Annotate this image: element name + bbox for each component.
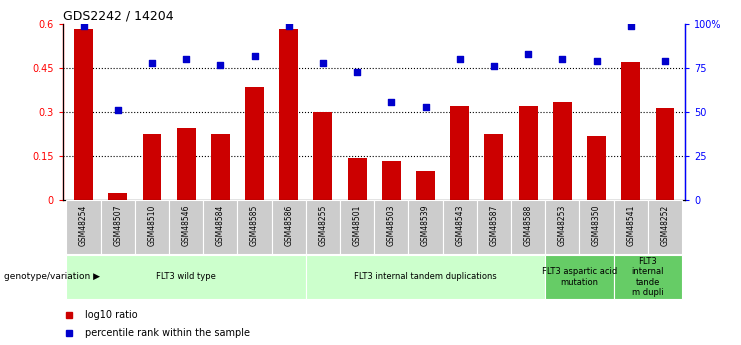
Point bbox=[146, 60, 158, 66]
Bar bbox=[101, 200, 135, 254]
Bar bbox=[485, 134, 503, 200]
Text: GSM48252: GSM48252 bbox=[660, 204, 669, 246]
Bar bbox=[108, 193, 127, 200]
Text: percentile rank within the sample: percentile rank within the sample bbox=[84, 328, 250, 338]
Bar bbox=[656, 108, 674, 200]
Text: FLT3
internal
tande
m dupli: FLT3 internal tande m dupli bbox=[631, 257, 664, 297]
Bar bbox=[545, 200, 579, 254]
Bar bbox=[621, 62, 640, 200]
Text: GSM48539: GSM48539 bbox=[421, 204, 430, 246]
Text: GSM48503: GSM48503 bbox=[387, 204, 396, 246]
Bar bbox=[614, 255, 682, 299]
Bar bbox=[614, 200, 648, 254]
Bar bbox=[169, 200, 203, 254]
Bar bbox=[306, 255, 545, 299]
Text: GSM48507: GSM48507 bbox=[113, 204, 122, 246]
Bar bbox=[442, 200, 476, 254]
Bar bbox=[519, 106, 537, 200]
Text: GDS2242 / 14204: GDS2242 / 14204 bbox=[63, 10, 173, 23]
Bar bbox=[211, 134, 230, 200]
Text: FLT3 internal tandem duplications: FLT3 internal tandem duplications bbox=[354, 272, 497, 282]
Point bbox=[214, 62, 226, 67]
Point bbox=[78, 23, 90, 29]
Text: GSM48255: GSM48255 bbox=[319, 204, 328, 246]
Text: GSM48586: GSM48586 bbox=[285, 204, 293, 246]
Bar bbox=[416, 171, 435, 200]
Text: GSM48587: GSM48587 bbox=[489, 204, 499, 246]
Text: GSM48546: GSM48546 bbox=[182, 204, 190, 246]
Point bbox=[659, 58, 671, 64]
Text: GSM48350: GSM48350 bbox=[592, 204, 601, 246]
Text: GSM48585: GSM48585 bbox=[250, 204, 259, 246]
Point bbox=[248, 53, 260, 59]
Text: GSM48254: GSM48254 bbox=[79, 204, 88, 246]
Bar bbox=[382, 160, 401, 200]
Bar bbox=[374, 200, 408, 254]
Text: GSM48588: GSM48588 bbox=[524, 204, 533, 246]
Text: GSM48541: GSM48541 bbox=[626, 204, 635, 246]
Bar bbox=[545, 255, 614, 299]
Bar bbox=[648, 200, 682, 254]
Text: genotype/variation ▶: genotype/variation ▶ bbox=[4, 272, 100, 282]
Bar bbox=[579, 200, 614, 254]
Bar bbox=[340, 200, 374, 254]
Point bbox=[522, 51, 534, 57]
Bar bbox=[245, 87, 264, 200]
Point bbox=[112, 108, 124, 113]
Point bbox=[556, 57, 568, 62]
Bar bbox=[553, 102, 572, 200]
Bar bbox=[135, 200, 169, 254]
Text: GSM48253: GSM48253 bbox=[558, 204, 567, 246]
Point bbox=[180, 57, 192, 62]
Point bbox=[419, 104, 431, 110]
Text: log10 ratio: log10 ratio bbox=[84, 310, 137, 320]
Bar bbox=[587, 136, 606, 200]
Bar bbox=[279, 29, 298, 200]
Bar bbox=[272, 200, 306, 254]
Point bbox=[591, 58, 602, 64]
Bar bbox=[67, 255, 306, 299]
Text: GSM48510: GSM48510 bbox=[147, 204, 156, 246]
Text: FLT3 aspartic acid
mutation: FLT3 aspartic acid mutation bbox=[542, 267, 617, 287]
Bar bbox=[348, 158, 367, 200]
Point bbox=[453, 57, 465, 62]
Point bbox=[317, 60, 329, 66]
Text: GSM48501: GSM48501 bbox=[353, 204, 362, 246]
Bar bbox=[476, 200, 511, 254]
Bar bbox=[511, 200, 545, 254]
Bar bbox=[306, 200, 340, 254]
Text: FLT3 wild type: FLT3 wild type bbox=[156, 272, 216, 282]
Bar bbox=[142, 134, 162, 200]
Point bbox=[488, 63, 500, 69]
Bar bbox=[313, 112, 332, 200]
Point bbox=[385, 99, 397, 104]
Bar bbox=[176, 128, 196, 200]
Point bbox=[283, 23, 295, 29]
Bar bbox=[67, 200, 101, 254]
Bar bbox=[203, 200, 237, 254]
Bar bbox=[408, 200, 442, 254]
Point bbox=[351, 69, 363, 75]
Point bbox=[625, 23, 637, 29]
Text: GSM48543: GSM48543 bbox=[455, 204, 464, 246]
Bar bbox=[74, 29, 93, 200]
Bar bbox=[237, 200, 272, 254]
Bar bbox=[451, 106, 469, 200]
Text: GSM48584: GSM48584 bbox=[216, 204, 225, 246]
